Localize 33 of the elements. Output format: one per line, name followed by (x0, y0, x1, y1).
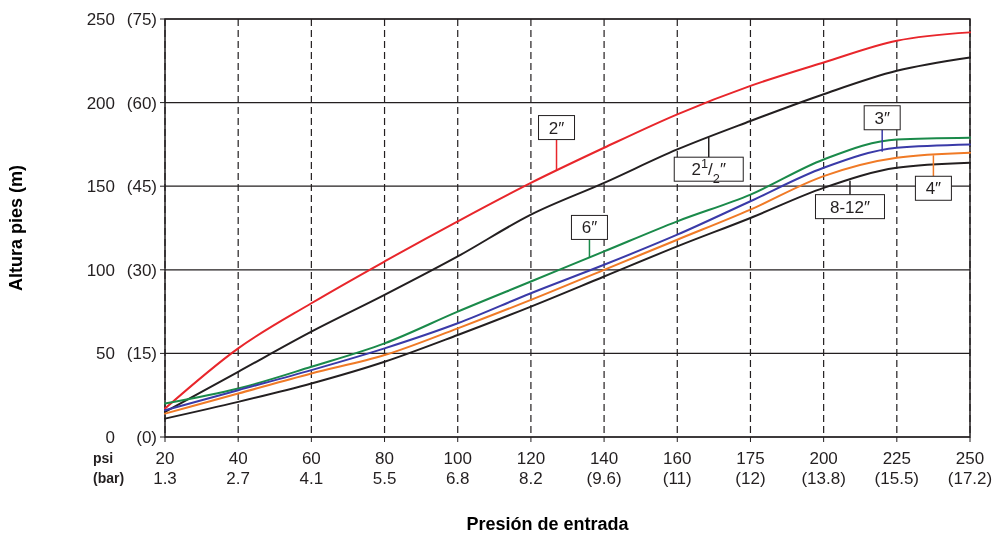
x-tick-label: 200 (13.8) (801, 449, 846, 488)
y-tick-label: 200 (86, 93, 115, 113)
series-label: 2″ (548, 118, 565, 138)
y-tick-label: 150 (86, 177, 115, 197)
series-label: 3″ (874, 108, 890, 128)
x-tick-label: 175 (12) (735, 449, 766, 488)
legend-label: 4″ (925, 179, 942, 199)
y-tick-label: 50 (96, 344, 115, 364)
x-tick-label: 20 1.3 (153, 449, 177, 488)
x-tick-label: 60 4.1 (299, 449, 324, 488)
y2-tick-label: (15) (126, 344, 157, 364)
x-axis-title: Presión de entrada (466, 514, 630, 534)
y-tick-label: 250 (86, 10, 115, 29)
series-label: 6″ (581, 218, 598, 238)
x-tick-label: 80 5.5 (372, 449, 397, 488)
x-tick-label: 120 8.2 (516, 449, 546, 488)
legend-label: 8-12″ (829, 197, 871, 217)
y2-tick-label: (60) (126, 93, 157, 113)
y-axis-title: Altura pies (m) (6, 164, 26, 292)
text: psi (93, 450, 114, 466)
y-tick-label: 100 (86, 260, 115, 280)
text: (bar) (93, 470, 125, 486)
x-tick-label: 160 (11) (662, 449, 692, 488)
y2-tick-label: (45) (126, 177, 157, 197)
x-tick-label: 40 2.7 (226, 449, 250, 488)
x-tick-label: 100 6.8 (443, 449, 472, 488)
y-tick-label: 0 (105, 428, 115, 447)
y2-tick-label: (75) (126, 10, 157, 29)
y2-tick-label: (30) (126, 260, 157, 280)
x-tick-label: 225 (15.5) (874, 449, 920, 488)
y2-tick-label: (0) (136, 428, 157, 447)
x-tick-label: 140 (9.6) (586, 449, 622, 488)
x-tick-label: 250 (17.2) (947, 449, 993, 488)
